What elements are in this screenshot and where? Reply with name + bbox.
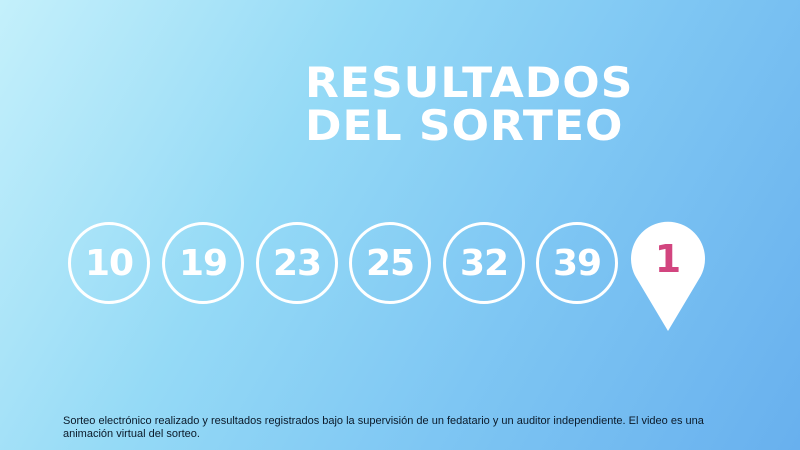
result-ball: 23 [256, 222, 338, 304]
title-line-2: DEL SORTEO [305, 101, 624, 151]
result-ball: 32 [443, 222, 525, 304]
map-pin-icon [631, 221, 705, 331]
result-ball: 39 [536, 222, 618, 304]
disclaimer-text: Sorteo electrónico realizado y resultado… [63, 415, 704, 440]
result-ball: 10 [68, 222, 150, 304]
title-line-1: RESULTADOS [305, 59, 634, 108]
special-number-pin: 1 [631, 221, 707, 333]
result-ball: 25 [349, 222, 431, 304]
special-number: 1 [654, 237, 682, 281]
page-title: RESULTADOS DEL SORTEO [305, 62, 633, 148]
result-ball: 19 [162, 222, 244, 304]
